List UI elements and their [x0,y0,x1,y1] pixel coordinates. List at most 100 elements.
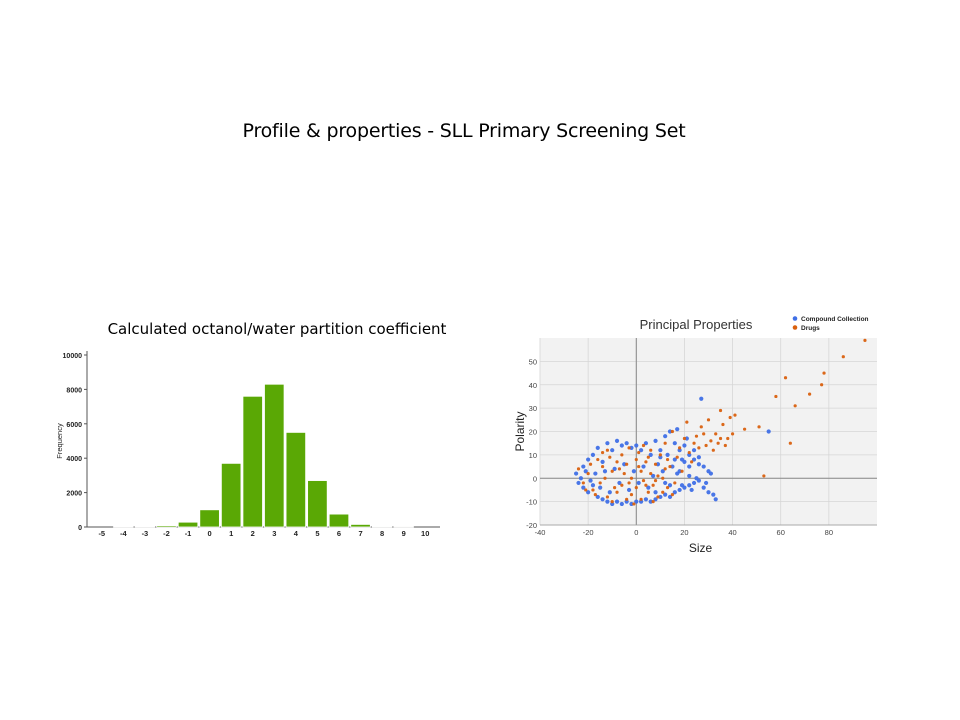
scatter-point [675,427,680,432]
scatter-point [639,448,644,453]
scatter-point [619,501,624,507]
scatter-point [762,474,766,478]
scatter-point [626,487,632,493]
scatter-point [691,457,697,462]
scatter-point [661,490,665,494]
scatter-point [627,446,631,450]
scatter-point [653,478,658,483]
x-tick-label: -3 [142,529,149,538]
scatter-point [641,443,646,448]
scatter-point [639,499,644,504]
x-tick-label: -5 [98,529,105,538]
scatter-point [581,481,585,485]
scatter-point [702,432,706,436]
scatter-point [634,486,638,490]
scatter-point [634,457,638,462]
scatter-point [667,429,673,434]
legend-marker [792,316,798,321]
scatter-point [644,460,648,464]
scatter-point [788,441,792,445]
scatter-point [691,448,697,453]
scatter-point [701,485,706,490]
x-tick-label: 8 [380,529,384,538]
histogram-bar [285,432,307,528]
scatter-point [711,492,716,497]
scatter-point [576,480,581,486]
scatter-point [677,469,682,474]
scatter-point [624,499,629,504]
scatter-point [658,453,662,457]
x-tick-label: -40 [535,528,546,537]
scatter-point [653,462,658,466]
scatter-point [667,494,673,500]
histogram-bar [199,509,220,528]
scatter-point [578,476,584,481]
scatter-point [610,448,615,453]
scatter-point [673,481,677,485]
x-tick-label: 7 [358,529,362,538]
scatter-point [670,493,674,497]
scatter-point [651,473,656,479]
scatter-point [699,425,703,429]
scatter-point [730,432,735,436]
scatter-point [718,436,723,441]
scatter-point [644,483,648,487]
y-tick-label: -10 [526,498,537,507]
scatter-point [672,457,677,462]
scatter-point [639,497,643,501]
scatter-point [646,485,651,490]
scatter-point [613,486,617,490]
y-tick-label: 10 [529,451,537,460]
scatter-point [704,443,708,448]
scatter-point [682,443,687,448]
scatter-point [641,464,646,469]
x-tick-label: 40 [728,528,736,537]
scatter-point [600,497,605,502]
scatter-point [701,464,706,469]
scatter-point [610,500,614,504]
scatter-point [665,457,670,462]
scatter-point [690,460,694,464]
scatter-point [656,474,660,478]
scatter-point [656,495,660,499]
scatter-point [678,446,682,450]
y-tick-label: 40 [529,381,537,390]
scatter-point [593,471,598,476]
scatter-point [603,476,607,480]
x-tick-label: 6 [337,529,341,538]
scatter-point [636,480,641,486]
scatter-point [629,445,634,450]
scatter-point [682,459,687,464]
scatter-point [617,467,622,471]
scatter-point [629,476,634,480]
y-axis-label: Polarity [513,411,527,451]
scatter-point [699,396,704,401]
scatter-point [663,480,668,486]
x-tick-label: 1 [229,529,233,538]
x-tick-label: -2 [163,529,170,538]
scatter-point [646,455,650,459]
scatter-title: Principal Properties [640,317,753,332]
scatter-point [614,438,620,443]
scatter-point [718,408,723,413]
scatter-point [605,441,610,446]
x-tick-label: -20 [583,528,594,537]
scatter-point [672,490,677,495]
scatter-point [598,485,603,490]
histogram-bar [242,395,263,528]
scatter-point [716,441,720,445]
scatter-point [679,483,685,488]
scatter-point [649,448,653,452]
scatter-point [793,404,797,408]
scatter-point [863,338,867,342]
scatter-point [600,459,605,464]
scatter-point [661,476,665,480]
scatter-point [743,427,747,431]
x-tick-label: 60 [777,528,785,537]
x-tick-label: -1 [185,529,192,538]
scatter-point [598,481,602,485]
scatter-point [670,464,675,469]
scatter-point [649,471,653,476]
scatter-point [625,462,629,466]
scatter-point [620,483,624,487]
